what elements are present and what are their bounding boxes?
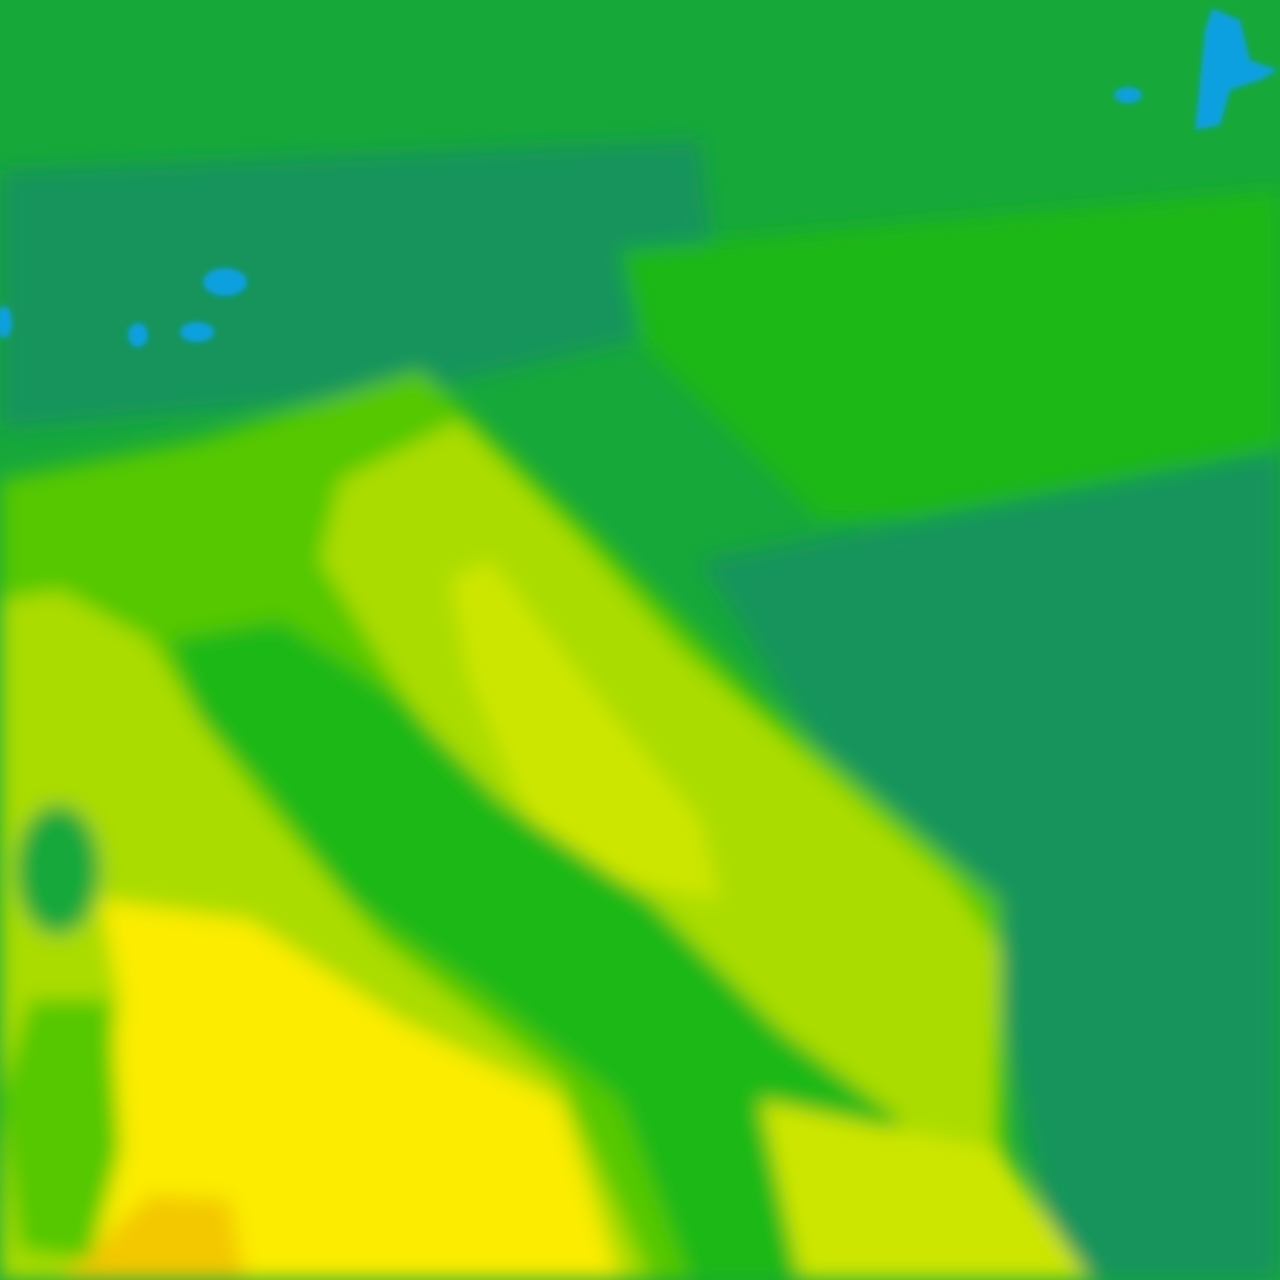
adriatic-center-region <box>450 560 720 900</box>
cold-spot-alps-2 <box>180 322 214 342</box>
italy-peninsula <box>170 620 900 1280</box>
warm-spot <box>60 1195 245 1280</box>
cold-spot-alps-3 <box>128 323 148 347</box>
balkans-region <box>700 450 1280 1280</box>
northeast-region <box>620 190 1280 520</box>
corsica <box>16 805 100 935</box>
cold-spot-northeast <box>1195 8 1278 130</box>
ionian-sea-region <box>760 1100 1090 1280</box>
cold-spot-east <box>1114 87 1142 103</box>
north-cold-band <box>0 140 720 430</box>
tyrrhenian-warm-region <box>80 900 620 1280</box>
cold-spot-alps-1 <box>203 268 247 296</box>
cold-spot-alps-4 <box>0 306 12 338</box>
sardinia <box>0 1000 120 1260</box>
